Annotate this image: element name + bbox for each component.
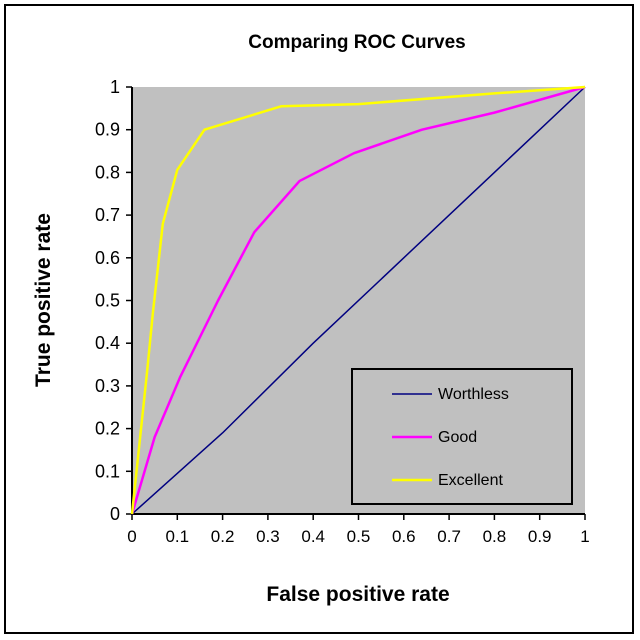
legend: Worthless Good Excellent bbox=[351, 368, 573, 505]
y-tick-label: 0.8 bbox=[95, 162, 120, 182]
x-tick-label: 0.2 bbox=[211, 527, 235, 546]
x-tick-label: 0.7 bbox=[437, 527, 461, 546]
legend-label: Good bbox=[438, 429, 477, 446]
series-line-excellent bbox=[130, 85, 586, 515]
legend-box bbox=[351, 368, 573, 505]
y-tick-label: 0.7 bbox=[95, 205, 120, 225]
y-tick-label: 0.5 bbox=[95, 291, 120, 311]
x-tick-label: 0.5 bbox=[347, 527, 371, 546]
y-tick-label: 0.4 bbox=[95, 333, 120, 353]
x-tick-label: 1 bbox=[580, 527, 589, 546]
y-tick-label: 0.2 bbox=[95, 419, 120, 439]
chart-title: Comparing ROC Curves bbox=[248, 32, 465, 53]
legend-label: Excellent bbox=[438, 472, 503, 489]
x-tick-label: 0.6 bbox=[392, 527, 416, 546]
x-tick-label: 0.1 bbox=[165, 527, 189, 546]
y-tick-label: 0.3 bbox=[95, 376, 120, 396]
y-axis-label: True positive rate bbox=[32, 213, 55, 387]
y-tick-label: 1 bbox=[110, 77, 120, 97]
x-tick-label: 0 bbox=[127, 527, 136, 546]
x-tick-label: 0.9 bbox=[528, 527, 552, 546]
y-tick-label: 0.6 bbox=[95, 248, 120, 268]
x-tick-label: 0.4 bbox=[301, 527, 325, 546]
legend-label: Worthless bbox=[438, 386, 509, 403]
y-tick-label: 0 bbox=[110, 504, 120, 524]
series-line-worthless bbox=[131, 86, 586, 515]
y-tick-label: 0.9 bbox=[95, 120, 120, 140]
x-axis-label: False positive rate bbox=[266, 583, 449, 606]
x-tick-label: 0.8 bbox=[483, 527, 507, 546]
y-tick-label: 0.1 bbox=[95, 461, 120, 481]
x-tick-label: 0.3 bbox=[256, 527, 280, 546]
series-line-good bbox=[130, 85, 586, 515]
